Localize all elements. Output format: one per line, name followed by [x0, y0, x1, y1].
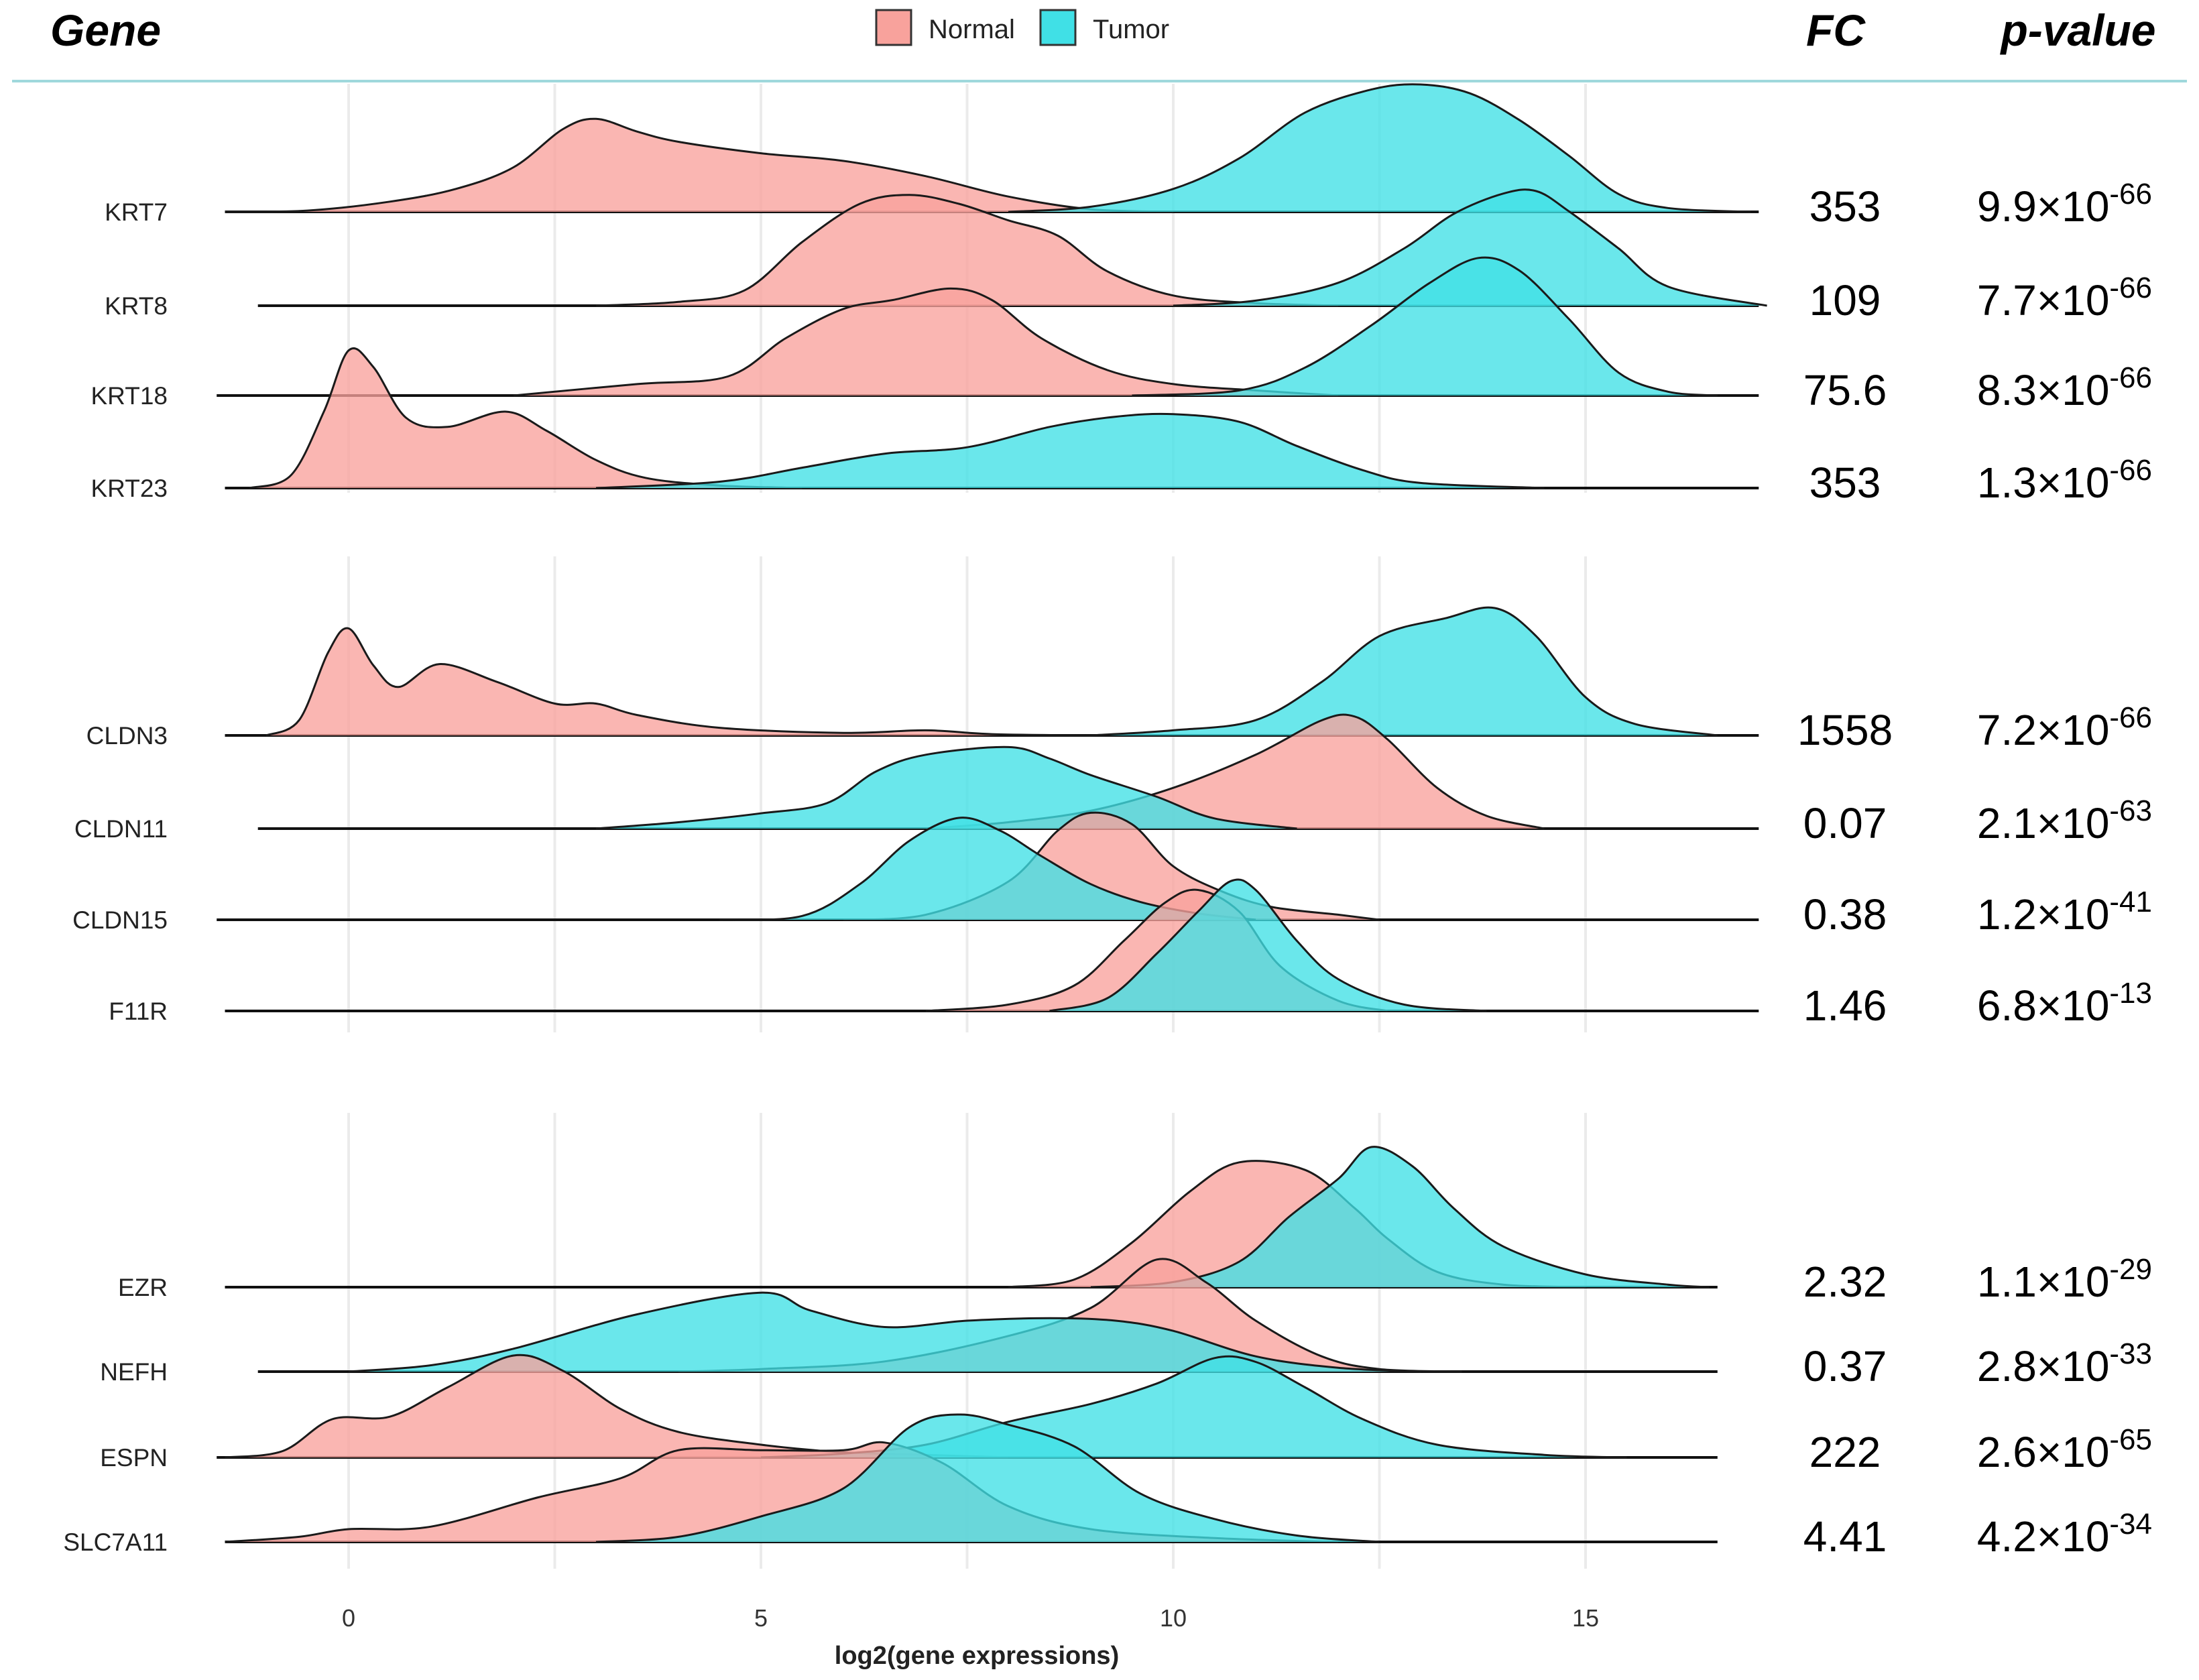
tumor-density-ezr-outline — [1090, 1146, 1710, 1288]
tumor-density-f11r-outline — [1049, 878, 1487, 1012]
legend-tumor-label: Tumor — [1093, 15, 1169, 44]
x-tick-label: 5 — [754, 1604, 768, 1632]
tumor-density-cldn15-outline — [719, 817, 1256, 921]
x-axis: 0 5 10 15 — [342, 1604, 1599, 1632]
tumor-density-cldn11-outline — [595, 745, 1297, 830]
pvalue-column-header: p-value — [1999, 5, 2155, 55]
p-value: 2.8×10-33 — [1977, 1337, 2152, 1390]
gene-label: KRT7 — [105, 198, 168, 226]
legend: Normal Tumor — [875, 9, 1169, 46]
fc-value: 75.6 — [1803, 366, 1887, 414]
p-value: 1.3×10-66 — [1977, 454, 2152, 507]
ridge-layer — [217, 83, 1767, 1543]
p-value: 1.2×10-41 — [1977, 886, 2152, 939]
x-axis-title: log2(gene expressions) — [835, 1642, 1119, 1670]
tumor-density-krt7-area — [1008, 84, 1750, 212]
normal-density-espn-area — [225, 1355, 1008, 1457]
gene-label: CLDN3 — [86, 722, 168, 749]
normal-density-krt18-area — [514, 288, 1338, 396]
fc-value: 109 — [1809, 276, 1881, 324]
gene-label: ESPN — [100, 1444, 168, 1472]
tumor-density-krt18-area — [1132, 257, 1718, 396]
ridge-slc7a11 — [225, 1413, 1718, 1543]
tumor-density-nefh-area — [349, 1293, 1421, 1372]
p-value: 8.3×10-66 — [1977, 361, 2152, 414]
p-value: 2.6×10-65 — [1977, 1423, 2152, 1476]
tumor-density-krt18-outline — [1132, 256, 1718, 397]
normal-density-krt8-area — [596, 194, 1338, 306]
gene-label: CLDN15 — [72, 906, 168, 934]
legend-normal-label: Normal — [929, 15, 1015, 44]
normal-density-nefh-area — [678, 1258, 1462, 1372]
normal-density-cldn3-area — [266, 628, 1091, 735]
tumor-density-ezr-area — [1091, 1146, 1710, 1287]
ridge-krt18 — [217, 256, 1759, 397]
tumor-density-cldn15-area — [719, 817, 1256, 920]
normal-density-krt7-outline — [225, 117, 1174, 213]
p-value: 2.1×10-63 — [1977, 794, 2152, 847]
fc-value: 4.41 — [1803, 1512, 1887, 1561]
x-tick-label: 15 — [1572, 1604, 1599, 1632]
gene-label: KRT23 — [91, 475, 168, 502]
gene-label: KRT8 — [105, 292, 168, 320]
fc-value: 1558 — [1797, 706, 1893, 754]
tumor-density-cldn3-outline — [1090, 606, 1718, 737]
p-value: 7.7×10-66 — [1977, 272, 2152, 324]
fc-value: 353 — [1809, 182, 1881, 231]
p-value: 4.2×10-34 — [1977, 1508, 2152, 1561]
normal-density-krt7-area — [225, 119, 1173, 212]
x-tick-label: 0 — [342, 1604, 355, 1632]
tumor-density-krt8-area — [1173, 189, 1767, 306]
tumor-density-krt8-outline — [1173, 188, 1767, 307]
normal-density-krt23-outline — [249, 347, 803, 489]
gene-label: NEFH — [100, 1358, 168, 1386]
ridge-cldn3 — [225, 606, 1759, 737]
fc-value: 0.37 — [1803, 1342, 1887, 1390]
tumor-density-cldn11-area — [596, 747, 1297, 829]
gene-label: KRT18 — [91, 382, 168, 410]
fc-value: 222 — [1809, 1428, 1881, 1476]
ridge-f11r — [225, 878, 1759, 1012]
normal-density-cldn3-outline — [265, 627, 1091, 737]
fc-value: 353 — [1809, 459, 1881, 507]
legend-tumor-swatch — [1039, 9, 1077, 46]
fc-column-header: FC — [1806, 5, 1866, 55]
tumor-density-krt7-outline — [1008, 83, 1751, 213]
ridge-cldn11 — [257, 713, 1759, 830]
ridge-krt23 — [225, 347, 1759, 489]
tumor-density-krt23-outline — [595, 412, 1545, 489]
fc-value: 2.32 — [1803, 1258, 1887, 1306]
normal-density-krt8-outline — [595, 194, 1339, 307]
normal-density-cldn15-area — [843, 813, 1380, 920]
tumor-density-nefh-outline — [348, 1291, 1421, 1373]
gene-column-header: Gene — [50, 5, 161, 55]
fc-value: 1.46 — [1803, 981, 1887, 1030]
p-value: 1.1×10-29 — [1977, 1253, 2152, 1306]
fc-value: 0.07 — [1803, 799, 1887, 847]
fc-value: 0.38 — [1803, 890, 1887, 939]
gene-label: F11R — [109, 998, 168, 1025]
tumor-density-slc7a11-outline — [595, 1413, 1380, 1543]
tumor-density-slc7a11-area — [596, 1414, 1380, 1542]
gene-label: SLC7A11 — [63, 1528, 168, 1556]
normal-density-cldn11-area — [926, 714, 1545, 829]
ridge-ezr — [225, 1146, 1718, 1288]
normal-density-slc7a11-area — [225, 1442, 1338, 1542]
label-layer: KRT7 353 9.9×10-66 KRT8 109 7.7×10-66 KRT18 75.… — [63, 178, 2152, 1561]
legend-normal-swatch — [875, 9, 912, 46]
tumor-density-cldn3-area — [1091, 607, 1718, 735]
ridge-cldn15 — [217, 811, 1759, 921]
gene-label: EZR — [118, 1274, 168, 1301]
x-tick-label: 10 — [1160, 1604, 1187, 1632]
normal-density-krt18-outline — [513, 287, 1339, 397]
gene-label: CLDN11 — [74, 815, 168, 843]
p-value: 9.9×10-66 — [1977, 178, 2152, 231]
p-value: 6.8×10-13 — [1977, 977, 2152, 1030]
tumor-density-krt23-area — [596, 414, 1545, 488]
p-value: 7.2×10-66 — [1977, 701, 2152, 754]
tumor-density-f11r-area — [1049, 879, 1487, 1011]
